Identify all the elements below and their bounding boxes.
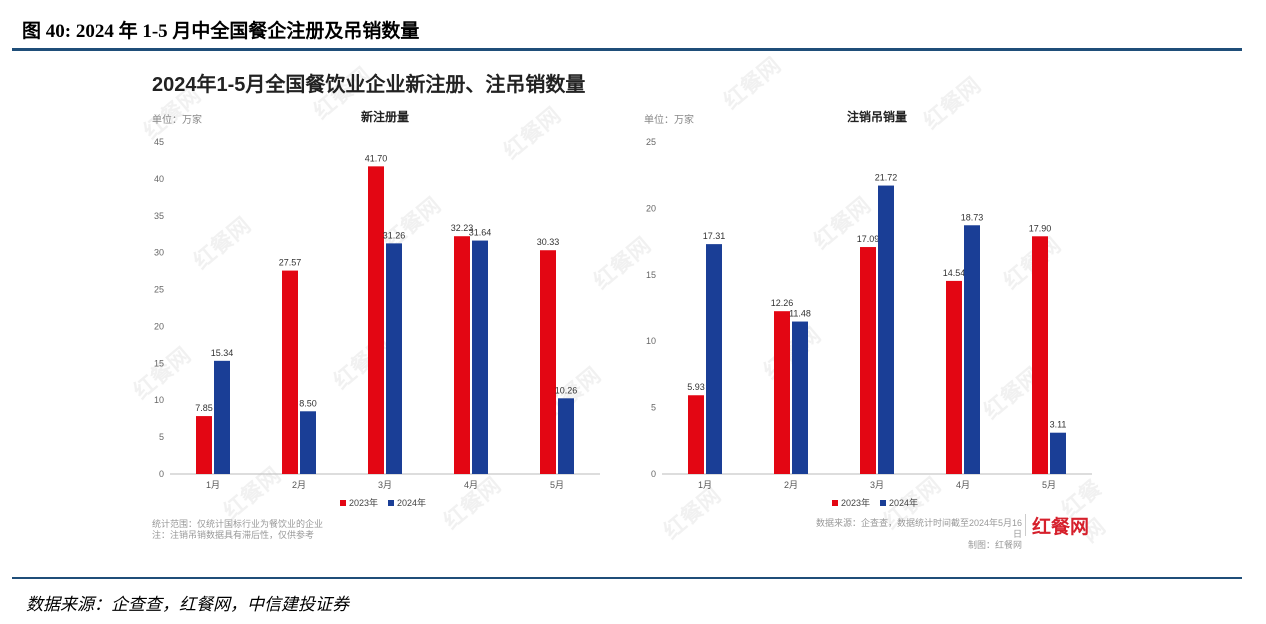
bar-2023年	[774, 311, 790, 474]
data-label: 17.90	[1029, 223, 1052, 233]
y-tick-label: 20	[646, 203, 656, 213]
bar-2024年	[1050, 432, 1066, 474]
y-tick-label: 0	[159, 469, 164, 479]
logo-divider	[1025, 514, 1026, 536]
bar-2023年	[1032, 236, 1048, 474]
chart-title: 注销吊销量	[847, 109, 907, 124]
data-label: 15.34	[211, 348, 234, 358]
unit-label: 单位：万家	[644, 113, 694, 126]
legend-swatch	[340, 500, 346, 506]
data-label: 17.31	[703, 231, 726, 241]
brand-logo: 红餐网	[1032, 517, 1090, 538]
bar-2023年	[860, 247, 876, 474]
y-tick-label: 15	[646, 270, 656, 280]
data-label: 27.57	[279, 258, 302, 268]
bar-2024年	[964, 225, 980, 474]
bar-2024年	[558, 398, 574, 474]
y-tick-label: 10	[646, 336, 656, 346]
y-tick-label: 0	[651, 469, 656, 479]
bar-2023年	[946, 280, 962, 474]
bar-2024年	[472, 240, 488, 474]
data-label: 17.09	[857, 234, 880, 244]
y-tick-label: 30	[154, 248, 164, 258]
data-label: 31.26	[383, 230, 406, 240]
data-label: 32.23	[451, 223, 474, 233]
source-line: 数据来源：企查查，红餐网，中信建投证券	[26, 595, 349, 614]
data-label: 3.11	[1050, 420, 1067, 430]
x-tick-label: 5月	[550, 480, 564, 490]
y-tick-label: 45	[154, 137, 164, 147]
y-tick-label: 10	[154, 395, 164, 405]
x-tick-label: 1月	[206, 480, 220, 490]
data-label: 31.64	[469, 228, 492, 238]
data-label: 18.73	[961, 212, 984, 222]
x-tick-label: 1月	[698, 480, 712, 490]
bar-2023年	[196, 416, 212, 474]
top-rule	[12, 48, 1242, 51]
left-note-line: 注：注销吊销数据具有滞后性，仅供参考	[152, 530, 315, 540]
panel-title: 2024年1-5月全国餐饮业企业新注册、注吊销数量	[152, 74, 586, 96]
figure-title: 图 40: 2024 年 1-5 月中全国餐企注册及吊销数量	[22, 21, 420, 42]
data-label: 10.26	[555, 385, 578, 395]
data-label: 14.54	[943, 268, 966, 278]
x-tick-label: 2月	[784, 480, 798, 490]
chart-title: 新注册量	[361, 109, 409, 124]
legend-swatch	[832, 500, 838, 506]
bar-2023年	[688, 395, 704, 474]
data-label: 21.72	[875, 173, 898, 183]
bar-2023年	[282, 270, 298, 474]
x-tick-label: 2月	[292, 480, 306, 490]
right-note-line: 数据来源：企查查，数据统计时间截至2024年5月16日	[815, 518, 1022, 539]
data-label: 5.93	[687, 382, 705, 392]
bar-2024年	[792, 321, 808, 474]
x-tick-label: 3月	[378, 480, 392, 490]
chart-cancellations: 单位：万家 注销吊销量 0 5 10 15 20 25 1月 5.93 17.31 2月 12.2611…	[644, 109, 1092, 508]
data-label: 30.33	[537, 237, 560, 247]
bar-2024年	[386, 243, 402, 474]
legend-swatch	[388, 500, 394, 506]
y-tick-label: 35	[154, 211, 164, 221]
y-tick-label: 20	[154, 321, 164, 331]
legend-label: 2024年	[397, 497, 426, 508]
y-tick-label: 15	[154, 358, 164, 368]
right-note: 数据来源：企查查，数据统计时间截至2024年5月16日 制图：红餐网	[812, 518, 1022, 551]
y-tick-label: 5	[651, 403, 656, 413]
x-tick-label: 4月	[956, 480, 970, 490]
x-tick-label: 5月	[1042, 480, 1056, 490]
bottom-rule	[12, 577, 1242, 579]
data-label: 8.50	[299, 398, 317, 408]
bar-2024年	[878, 185, 894, 474]
bar-2024年	[706, 244, 722, 474]
bar-2023年	[540, 250, 556, 474]
bar-2023年	[454, 236, 470, 474]
bar-2024年	[300, 411, 316, 474]
y-tick-label: 25	[154, 285, 164, 295]
y-tick-label: 5	[159, 432, 164, 442]
legend-swatch	[880, 500, 886, 506]
legend-label: 2024年	[889, 497, 918, 508]
legend-label: 2023年	[841, 497, 870, 508]
right-note-line: 制图：红餐网	[967, 540, 1022, 550]
y-tick-label: 25	[646, 137, 656, 147]
data-label: 11.48	[789, 309, 811, 319]
chart-new-registrations: 单位：万家 新注册量 0 5 10 15 20 25 30 35 40 45 1月 7.85 15.34 2月…	[152, 109, 600, 508]
legend-label: 2023年	[349, 497, 378, 508]
y-tick-label: 40	[154, 174, 164, 184]
bar-2024年	[214, 360, 230, 474]
left-note: 统计范围：仅统计国标行业为餐饮业的企业 注：注销吊销数据具有滞后性，仅供参考	[152, 519, 323, 541]
unit-label: 单位：万家	[152, 113, 202, 126]
data-label: 12.26	[771, 298, 794, 308]
data-label: 41.70	[365, 153, 388, 163]
data-label: 7.85	[195, 403, 213, 413]
x-tick-label: 4月	[464, 480, 478, 490]
x-tick-label: 3月	[870, 480, 884, 490]
bar-2023年	[368, 166, 384, 474]
left-note-line: 统计范围：仅统计国标行业为餐饮业的企业	[152, 519, 324, 529]
